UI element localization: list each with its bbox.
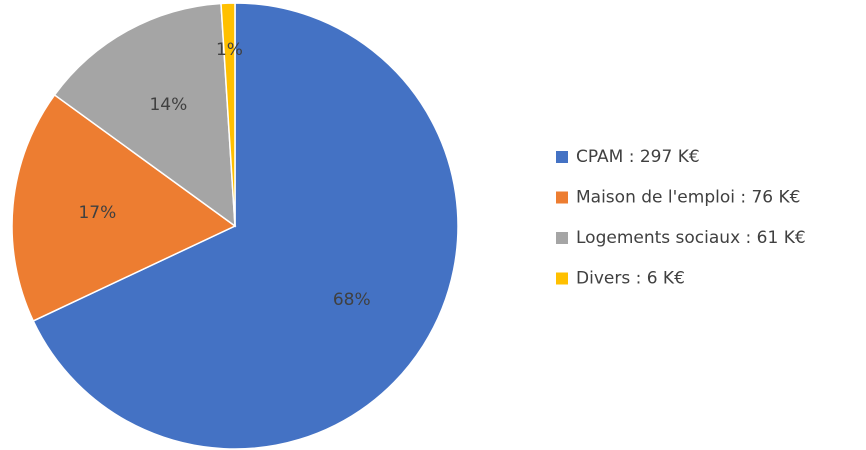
legend-label: Divers : 6 K€ [576,269,685,289]
slice-label: 17% [78,203,116,223]
legend-swatch [556,151,568,163]
slice-label: 14% [149,95,187,115]
legend-label: Logements sociaux : 61 K€ [576,228,806,248]
slice-label: 1% [216,40,243,60]
slice-label: 68% [333,290,371,310]
legend-swatch [556,232,568,244]
legend-swatch [556,272,568,285]
pie-slice [53,2,236,228]
legend-label: CPAM : 297 K€ [576,147,700,167]
pie-slice [11,93,237,322]
pie-slice [32,2,459,450]
legend-swatch [556,191,568,204]
legend-label: Maison de l'emploi : 76 K€ [576,188,801,208]
pie-slice [220,2,236,227]
